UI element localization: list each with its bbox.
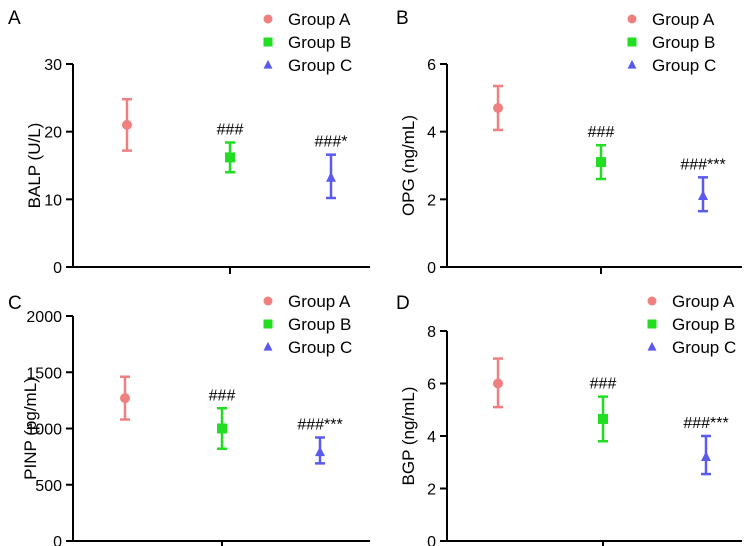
y-tick-label-d-3: 6 bbox=[427, 377, 436, 394]
legend-label-d-group-b: Group B bbox=[672, 315, 735, 334]
legend-marker-a-group-b bbox=[263, 37, 273, 47]
data-point-b-group-b bbox=[596, 157, 606, 168]
y-tick-label-c-4: 2000 bbox=[26, 309, 62, 326]
y-axis-title-b: OPG (ng/mL) bbox=[399, 115, 418, 216]
legend-label-a-group-a: Group A bbox=[288, 10, 351, 29]
legend-label-a-group-b: Group B bbox=[288, 33, 351, 52]
data-point-b-group-c bbox=[698, 190, 708, 200]
y-tick-label-b-3: 6 bbox=[427, 57, 436, 74]
panel-letter-b: B bbox=[396, 8, 409, 29]
y-tick-label-d-4: 8 bbox=[427, 324, 436, 341]
legend-label-b-group-a: Group A bbox=[652, 10, 715, 29]
legend-marker-d-group-b bbox=[647, 319, 657, 329]
y-tick-label-d-1: 2 bbox=[427, 482, 436, 499]
panel-c: C 0 500 1000 1500 2000 PINP (pg/mL) ### ###*** Gr… bbox=[8, 292, 370, 546]
significance-label-a-group-b: ### bbox=[217, 121, 244, 138]
significance-label-d-group-b: ### bbox=[590, 376, 617, 393]
data-point-d-group-c bbox=[701, 451, 711, 462]
data-point-d-group-a bbox=[493, 378, 503, 389]
legend-marker-c-group-b bbox=[263, 319, 273, 329]
y-tick-label-c-2: 1000 bbox=[26, 422, 62, 439]
significance-label-b-group-c: ###*** bbox=[680, 156, 725, 173]
data-point-d-group-b bbox=[598, 413, 608, 424]
legend-marker-a-group-c bbox=[263, 59, 273, 69]
y-tick-label-a-3: 30 bbox=[44, 57, 62, 74]
legend-marker-c-group-c bbox=[263, 341, 273, 351]
y-tick-label-b-1: 2 bbox=[427, 192, 436, 209]
y-tick-label-a-2: 20 bbox=[44, 125, 62, 142]
panel-letter-d: D bbox=[396, 293, 410, 314]
y-tick-label-c-0: 0 bbox=[53, 534, 62, 546]
significance-label-c-group-c: ###*** bbox=[297, 417, 342, 434]
significance-label-a-group-c: ###* bbox=[315, 134, 348, 151]
legend-marker-b-group-b bbox=[627, 37, 637, 47]
legend-label-b-group-c: Group C bbox=[652, 56, 716, 75]
y-axis-title-c: PINP (pg/mL) bbox=[21, 377, 40, 480]
y-tick-label-d-0: 0 bbox=[427, 534, 436, 546]
panel-a: A 0 10 20 30 BALP (U/L) ### ###* Group A Group B G… bbox=[8, 8, 370, 277]
y-tick-label-a-1: 10 bbox=[44, 192, 62, 209]
legend-label-d-group-c: Group C bbox=[672, 338, 736, 357]
legend-label-d-group-a: Group A bbox=[672, 292, 735, 311]
y-axis-title-a: BALP (U/L) bbox=[25, 123, 44, 209]
legend-label-b-group-b: Group B bbox=[652, 33, 715, 52]
panel-letter-c: C bbox=[8, 293, 22, 314]
data-point-a-group-a bbox=[122, 119, 132, 130]
legend-label-c-group-c: Group C bbox=[288, 338, 352, 357]
significance-label-c-group-b: ### bbox=[209, 387, 236, 404]
data-point-c-group-b bbox=[217, 423, 227, 434]
panel-b: B 0 2 4 6 OPG (ng/mL) ### ###*** Group A Group B G… bbox=[396, 8, 742, 277]
panel-letter-a: A bbox=[8, 8, 21, 29]
data-point-b-group-a bbox=[493, 102, 503, 113]
y-tick-label-b-0: 0 bbox=[427, 260, 436, 277]
legend-label-c-group-a: Group A bbox=[288, 292, 351, 311]
y-tick-label-a-0: 0 bbox=[53, 260, 62, 277]
significance-label-b-group-b: ### bbox=[588, 124, 615, 141]
data-point-c-group-c bbox=[315, 446, 325, 457]
data-point-c-group-a bbox=[120, 393, 130, 404]
legend-marker-b-group-a bbox=[627, 14, 637, 24]
y-axis-title-d: BGP (ng/mL) bbox=[399, 387, 418, 486]
legend-marker-d-group-a bbox=[647, 296, 657, 306]
legend-marker-a-group-a bbox=[263, 14, 273, 24]
y-tick-label-c-3: 1500 bbox=[26, 365, 62, 382]
data-point-a-group-b bbox=[225, 152, 235, 163]
y-tick-label-d-2: 4 bbox=[427, 429, 436, 446]
significance-label-d-group-c: ###*** bbox=[683, 415, 728, 432]
y-tick-label-c-1: 500 bbox=[35, 478, 62, 495]
legend-marker-c-group-a bbox=[263, 296, 273, 306]
legend-label-c-group-b: Group B bbox=[288, 315, 351, 334]
legend-label-a-group-c: Group C bbox=[288, 56, 352, 75]
panel-d: D 0 2 4 6 8 BGP (ng/mL) ### ###*** Group A Group B… bbox=[396, 292, 742, 546]
data-point-a-group-c bbox=[326, 171, 336, 182]
y-tick-label-b-2: 4 bbox=[427, 125, 436, 142]
legend-marker-b-group-c bbox=[627, 59, 637, 69]
legend-marker-d-group-c bbox=[647, 341, 657, 351]
